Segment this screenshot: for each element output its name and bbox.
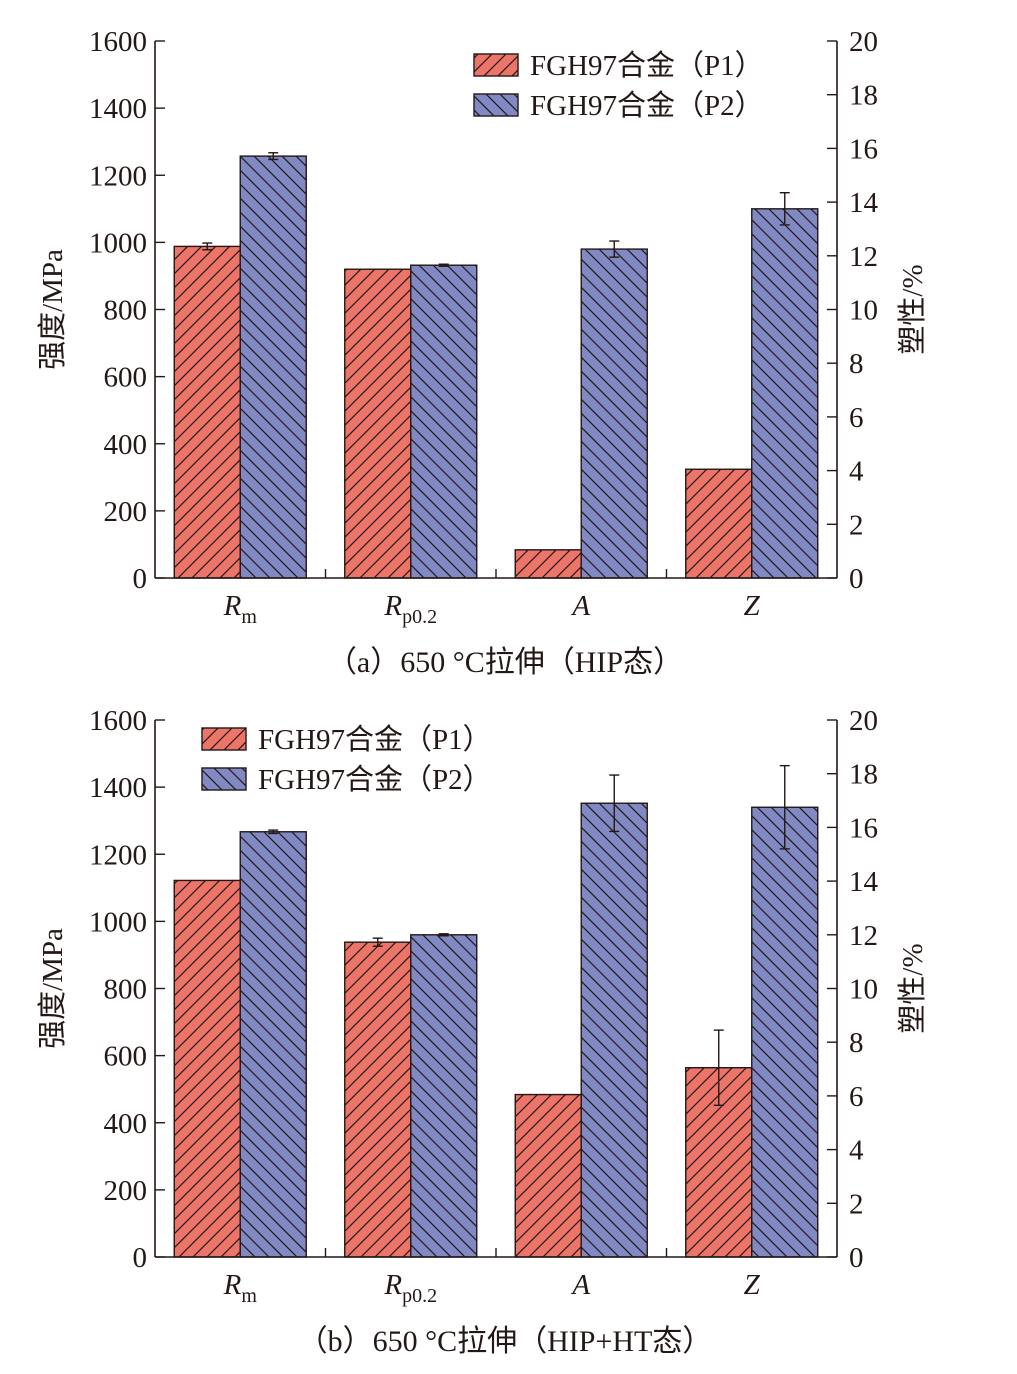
chart-b-bar-s1-3	[514, 1093, 582, 1258]
chart-b-left-tick-label: 600	[104, 1041, 148, 1073]
chart-a-right-tick-label: 8	[849, 348, 864, 380]
chart-a-right-tick-label: 18	[849, 80, 878, 112]
chart-b-right-tick-label: 6	[849, 1081, 864, 1113]
chart-a-bar-s2-1	[239, 155, 307, 579]
chart-b-bar-s1-2	[344, 941, 412, 1258]
chart-b-left-tick-label: 1200	[89, 839, 147, 871]
chart-b-right-axis-title: 塑性/%	[896, 943, 929, 1033]
chart-a-bar-s1-1	[173, 245, 241, 579]
chart-b-legend-swatch-2	[201, 767, 247, 791]
chart-b-right-tick-label: 12	[849, 920, 878, 952]
chart-b-left-tick-label: 1400	[89, 772, 147, 804]
chart-a-right-tick-label: 6	[849, 402, 864, 434]
chart-a-category-label: A	[570, 590, 590, 622]
chart-a-left-tick-label: 0	[133, 563, 148, 595]
chart-a-errorbar-s1-1	[202, 242, 213, 251]
chart-panel-a: 0 200 400 600 800 1000 1200 1400 1600 0 2 4 6 8 10 12 14…	[36, 26, 929, 679]
chart-a-legend-swatch-2	[473, 93, 519, 117]
chart-b-left-tick-label: 0	[133, 1242, 148, 1274]
chart-a-right-tick-label: 4	[849, 456, 864, 488]
chart-b-caption: （b）650 °C拉伸（HIP+HT态）	[298, 1325, 713, 1358]
chart-a-bar-s1-3	[514, 549, 582, 579]
chart-a-bar-s1-2	[344, 268, 412, 579]
chart-a-legend-swatch-1	[473, 53, 519, 77]
chart-a-svg: 0 200 400 600 800 1000 1200 1400 1600 0 2 4 6 8 10 12 14…	[36, 26, 929, 679]
chart-b-left-tick-label: 1000	[89, 906, 147, 938]
chart-b-category-label: Z	[744, 1269, 761, 1301]
chart-a-legend-label-1: FGH97合金（P1）	[530, 49, 764, 82]
chart-a-caption: （a）650 °C拉伸（HIP态）	[327, 646, 683, 679]
chart-b-category-label: Rm	[223, 1269, 258, 1307]
chart-a-errorbar-s2-2	[438, 263, 449, 267]
chart-a-left-tick-label: 1000	[89, 227, 147, 259]
chart-b-left-tick-label: 400	[104, 1108, 148, 1140]
chart-a-bar-s2-3	[580, 248, 648, 579]
chart-a-bar-s2-4	[751, 208, 819, 579]
chart-a-left-tick-label: 600	[104, 362, 148, 394]
chart-b-left-axis-title: 强度/MPa	[36, 928, 69, 1049]
chart-a-category-label: Z	[744, 590, 761, 622]
chart-b-right-tick-label: 20	[849, 705, 878, 737]
chart-a-left-tick-label: 1400	[89, 93, 147, 125]
chart-b-category-label: Rp0.2	[383, 1269, 437, 1307]
chart-b-left-tick-label: 800	[104, 974, 148, 1006]
chart-b-right-tick-label: 10	[849, 974, 878, 1006]
chart-a-left-axis-title: 强度/MPa	[36, 249, 69, 370]
chart-a-left-tick-label: 400	[104, 429, 148, 461]
chart-a-errorbar-s2-3	[609, 240, 620, 258]
chart-b-errorbar-s1-2	[372, 937, 383, 947]
chart-a-bar-s1-4	[685, 468, 753, 579]
chart-b-errorbar-s2-2	[438, 933, 449, 937]
chart-b-legend-swatch-1	[201, 727, 247, 751]
chart-b-bar-s2-4	[751, 806, 819, 1258]
chart-b-bar-s2-3	[580, 802, 648, 1258]
chart-b-errorbar-s1-4	[713, 1029, 724, 1106]
chart-a-category-label: Rm	[223, 590, 258, 628]
chart-b-left-tick-label: 200	[104, 1175, 148, 1207]
chart-a-right-tick-label: 14	[849, 187, 879, 219]
chart-a-bar-s2-2	[410, 264, 478, 579]
chart-a-right-axis-title: 塑性/%	[896, 264, 929, 354]
chart-b-errorbar-s2-3	[609, 774, 620, 833]
chart-a-right-tick-label: 16	[849, 133, 878, 165]
chart-b-errorbar-s2-4	[779, 764, 790, 850]
chart-b-bar-s2-1	[239, 831, 307, 1258]
chart-b-right-tick-label: 14	[849, 866, 879, 898]
chart-a-left-tick-label: 1200	[89, 160, 147, 192]
chart-b-bar-s2-2	[410, 934, 478, 1258]
chart-a-right-tick-label: 10	[849, 295, 878, 327]
chart-b-right-tick-label: 0	[849, 1242, 864, 1274]
chart-b-right-tick-label: 18	[849, 759, 878, 791]
chart-a-errorbar-s2-1	[268, 152, 279, 161]
chart-b-bar-s1-1	[173, 879, 241, 1258]
chart-b-right-tick-label: 2	[849, 1188, 864, 1220]
chart-b-right-tick-label: 4	[849, 1135, 864, 1167]
chart-b-right-tick-label: 16	[849, 812, 878, 844]
chart-a-right-tick-label: 0	[849, 563, 864, 595]
chart-a-left-tick-label: 1600	[89, 26, 147, 58]
chart-a-right-tick-label: 20	[849, 26, 878, 58]
chart-a-right-tick-label: 2	[849, 509, 864, 541]
chart-a-errorbar-s2-4	[779, 192, 790, 226]
chart-panel-b: 0 200 400 600 800 1000 1200 1400 1600 0 2 4 6 8 10 12 14…	[0, 680, 1017, 1367]
chart-a-left-tick-label: 800	[104, 295, 148, 327]
chart-a-left-tick-label: 200	[104, 496, 148, 528]
chart-b-legend-label-2: FGH97合金（P2）	[258, 763, 492, 796]
chart-a-category-label: Rp0.2	[383, 590, 437, 628]
chart-b-left-tick-label: 1600	[89, 705, 147, 737]
chart-b-svg: 0 200 400 600 800 1000 1200 1400 1600 0 2 4 6 8 10 12 14…	[36, 705, 929, 1358]
chart-a-right-tick-label: 12	[849, 241, 878, 273]
chart-b-category-label: A	[570, 1269, 590, 1301]
chart-b-right-tick-label: 8	[849, 1027, 864, 1059]
chart-b-legend-label-1: FGH97合金（P1）	[258, 723, 492, 756]
chart-b-errorbar-s2-1	[268, 829, 279, 835]
chart-a-legend-label-2: FGH97合金（P2）	[530, 89, 764, 122]
